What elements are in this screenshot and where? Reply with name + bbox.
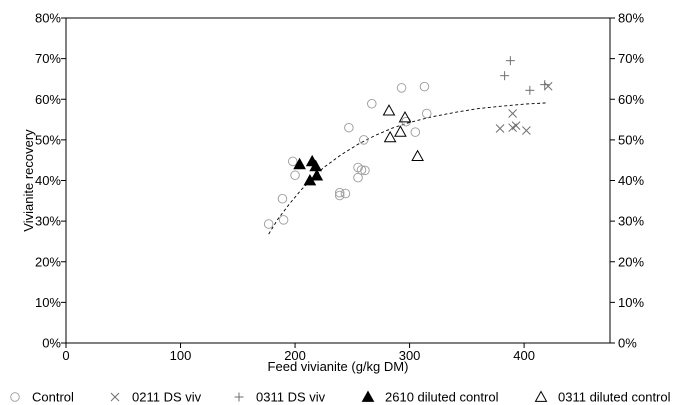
y-tick-label-right: 70% <box>618 51 644 66</box>
legend-marker <box>110 392 120 402</box>
data-point-series-2 <box>540 80 550 90</box>
data-point-series-0 <box>263 219 274 229</box>
y-tick-label-right: 40% <box>618 173 644 188</box>
data-point-series-0 <box>277 194 288 204</box>
data-point-series-3 <box>309 159 323 172</box>
data-points <box>263 56 553 229</box>
y-tick-label-right: 20% <box>618 254 644 269</box>
y-tick-label-left: 40% <box>35 173 61 188</box>
data-point-series-0 <box>290 170 300 180</box>
data-point-series-1 <box>511 121 521 131</box>
data-point-series-0 <box>356 165 367 175</box>
y-tick-label-right: 10% <box>618 295 644 310</box>
data-point-series-1 <box>543 81 553 91</box>
data-point-series-2 <box>505 56 515 66</box>
legend-item: 2610 diluted control <box>361 390 499 405</box>
y-tick-label-left: 30% <box>35 214 61 229</box>
data-point-series-0 <box>353 162 363 173</box>
y-tick-label-left: 60% <box>35 92 61 107</box>
data-point-series-0 <box>288 156 298 167</box>
x-tick-label: 200 <box>284 348 306 363</box>
y-tick-label-left: 70% <box>35 51 61 66</box>
legend-label: 0311 diluted control <box>558 390 671 405</box>
y-tick-label-right: 60% <box>618 92 644 107</box>
data-point-series-1 <box>522 126 531 135</box>
y-tick-label-right: 80% <box>618 11 644 26</box>
data-point-series-0 <box>340 188 351 199</box>
legend: Control 0211 DS viv 0311 DS viv 2610 dilute… <box>10 390 671 405</box>
x-tick-label: 0 <box>62 348 69 363</box>
data-point-series-2 <box>500 71 510 81</box>
y-tick-label-left: 10% <box>35 295 61 310</box>
data-point-series-4 <box>398 110 412 123</box>
data-point-series-0 <box>422 108 432 119</box>
legend-item: 0211 DS viv <box>110 390 202 405</box>
y-tick-label-left: 0% <box>42 336 61 351</box>
axis-ticks: 0 100 200 300 400 0% 0% 10% 10% 20% 20% 30% 30% 40% 40… <box>35 11 644 364</box>
y-tick-label-left: 20% <box>35 254 61 269</box>
legend-item: 0311 diluted control <box>534 390 671 405</box>
data-point-series-4 <box>383 130 397 143</box>
data-point-series-1 <box>508 109 518 118</box>
legend-label: 2610 diluted control <box>385 390 499 405</box>
legend-marker <box>234 392 244 402</box>
y-tick-label-left: 80% <box>35 11 61 26</box>
data-point-series-0 <box>278 215 289 225</box>
data-point-series-0 <box>353 172 363 183</box>
data-point-series-0 <box>359 135 369 145</box>
legend-marker <box>10 392 20 402</box>
data-point-series-0 <box>410 127 421 137</box>
data-point-series-0 <box>344 122 354 133</box>
y-tick-label-right: 30% <box>618 214 644 229</box>
y-tick-label-right: 0% <box>618 336 637 351</box>
y-tick-label-right: 50% <box>618 132 644 147</box>
x-tick-label: 100 <box>170 348 192 363</box>
data-point-series-0 <box>334 190 345 201</box>
x-tick-label: 400 <box>513 348 535 363</box>
data-point-series-0 <box>334 187 345 198</box>
data-point-series-1 <box>495 124 505 133</box>
data-point-series-0 <box>360 165 370 176</box>
y-tick-label-left: 50% <box>35 132 61 147</box>
y-axis-title: Vivianite recovery <box>21 129 36 232</box>
legend-marker <box>361 390 375 402</box>
data-point-series-3 <box>310 169 324 181</box>
legend-label: Control <box>32 390 74 405</box>
data-point-series-0 <box>367 98 377 109</box>
legend-item: Control <box>10 390 74 405</box>
legend-marker <box>534 390 548 402</box>
data-point-series-4 <box>411 149 424 161</box>
data-point-series-2 <box>525 85 535 95</box>
data-point-series-0 <box>396 83 407 93</box>
legend-item: 0311 DS viv <box>234 390 326 405</box>
x-tick-label: 300 <box>399 348 421 363</box>
plot-area <box>65 17 611 344</box>
legend-label: 0311 DS viv <box>256 390 326 405</box>
data-point-series-3 <box>293 157 306 170</box>
data-point-series-4 <box>394 125 407 137</box>
data-point-series-4 <box>382 104 396 116</box>
x-axis-title: Feed vivianite (g/kg DM) <box>268 359 409 374</box>
data-point-series-0 <box>419 81 430 92</box>
legend-label: 0211 DS viv <box>132 390 202 405</box>
